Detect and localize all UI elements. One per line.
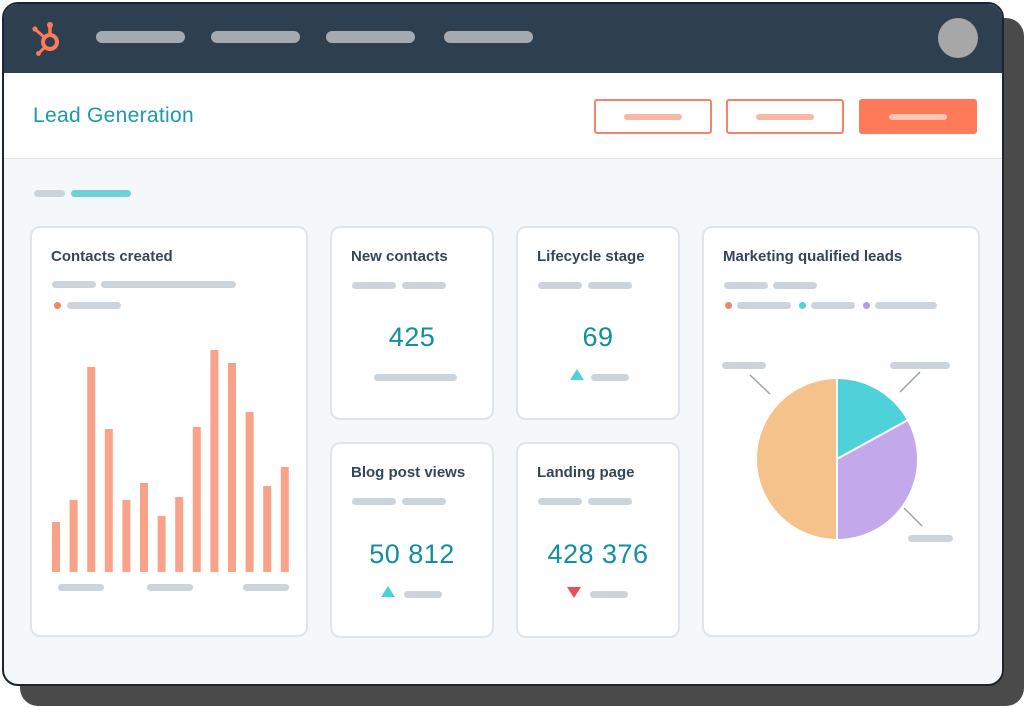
subtitle-placeholder [588, 498, 632, 505]
bar-11 [228, 363, 236, 572]
header-button-2-label-placeholder [756, 114, 814, 120]
metric-value: 69 [582, 322, 614, 352]
user-avatar[interactable] [938, 18, 978, 58]
bar-6 [140, 483, 148, 572]
bar-4 [104, 429, 113, 572]
subtitle-placeholder [724, 282, 768, 289]
contacts-bar-chart [52, 350, 289, 572]
bar-9 [192, 427, 201, 572]
metric-value: 425 [388, 322, 436, 352]
subtitle-placeholder [52, 281, 96, 288]
x-axis-label-placeholder [243, 584, 289, 591]
subtitle-placeholder [402, 282, 446, 289]
tab-2-active[interactable] [71, 190, 131, 197]
pie-leader-line-bottom-right [903, 507, 923, 527]
metric-value: 428 376 [547, 539, 649, 569]
subtitle-placeholder [352, 498, 396, 505]
subtitle-placeholder [538, 282, 582, 289]
nav-item-4[interactable] [444, 31, 533, 43]
pie-slice-3 [836, 418, 919, 542]
legend-label-placeholder [737, 302, 791, 309]
trend-up-icon [381, 586, 395, 597]
subtitle-placeholder [402, 498, 446, 505]
trend-caption-placeholder [590, 591, 628, 598]
hubspot-sprocket-icon[interactable] [30, 18, 66, 58]
primary-action-label-placeholder [889, 114, 947, 120]
bar-2 [69, 500, 78, 572]
legend-dot [863, 302, 870, 309]
card-marketing-qualified-leads[interactable]: Marketing qualified leads [702, 226, 980, 637]
pie-label-placeholder-left [722, 362, 766, 369]
card-title: Landing page [537, 464, 635, 481]
nav-item-1[interactable] [96, 31, 185, 43]
tab-1[interactable] [34, 190, 65, 197]
legend-label-placeholder [811, 302, 855, 309]
x-axis-label-placeholder [147, 584, 193, 591]
trend-up-icon [570, 369, 584, 380]
pie-slice-1 [755, 376, 838, 542]
bar-10 [210, 350, 219, 572]
subtitle-placeholder [773, 282, 817, 289]
header-button-2[interactable] [726, 99, 844, 134]
bar-5 [122, 500, 131, 572]
pie-leader-line-top-right [899, 371, 921, 393]
card-landing-page[interactable]: Landing page 428 376 [516, 442, 680, 638]
card-contacts-created[interactable]: Contacts created [30, 226, 308, 637]
legend-dot [54, 302, 61, 309]
pie-slice-2 [836, 376, 910, 461]
card-lifecycle-stage[interactable]: Lifecycle stage 69 [516, 226, 680, 420]
subtitle-placeholder [588, 282, 632, 289]
pie-label-placeholder-top-right [890, 362, 950, 369]
card-blog-post-views[interactable]: Blog post views 50 812 [330, 442, 494, 638]
x-axis-label-placeholder [58, 584, 104, 591]
subtitle-placeholder [352, 282, 396, 289]
pie-label-placeholder-bottom-right [908, 535, 953, 542]
card-title: Blog post views [351, 464, 466, 481]
trend-caption-placeholder [404, 591, 442, 598]
primary-action-button[interactable] [859, 99, 977, 134]
header-button-1[interactable] [594, 99, 712, 134]
card-title: New contacts [351, 248, 448, 265]
page-title: Lead Generation [33, 104, 194, 127]
pie-leader-line-left [749, 374, 771, 395]
leads-pie-chart [722, 362, 953, 542]
bar-8 [175, 497, 184, 572]
nav-item-3[interactable] [326, 31, 415, 43]
subtitle-placeholder [101, 281, 236, 288]
legend-label-placeholder [875, 302, 937, 309]
subtitle-placeholder [538, 498, 582, 505]
app-window: Lead Generation Contacts created New con… [2, 2, 1004, 686]
page-header: Lead Generation [4, 73, 1002, 159]
trend-caption-placeholder [591, 374, 629, 381]
bar-1 [52, 522, 60, 572]
card-title: Lifecycle stage [537, 248, 645, 265]
card-title: Marketing qualified leads [723, 248, 903, 265]
bar-13 [263, 486, 272, 572]
bar-14 [280, 467, 289, 572]
metric-caption-placeholder [374, 374, 457, 381]
top-navigation-bar [4, 4, 1002, 73]
legend-dot [725, 302, 732, 309]
metric-value: 50 812 [369, 539, 455, 569]
bar-12 [245, 412, 254, 572]
card-new-contacts[interactable]: New contacts 425 [330, 226, 494, 420]
header-button-1-label-placeholder [624, 114, 682, 120]
nav-item-2[interactable] [211, 31, 300, 43]
legend-label-placeholder [67, 302, 121, 309]
bar-3 [87, 367, 96, 572]
trend-down-icon [567, 587, 581, 598]
card-title: Contacts created [51, 248, 173, 265]
legend-dot [799, 302, 806, 309]
bar-7 [157, 516, 166, 572]
